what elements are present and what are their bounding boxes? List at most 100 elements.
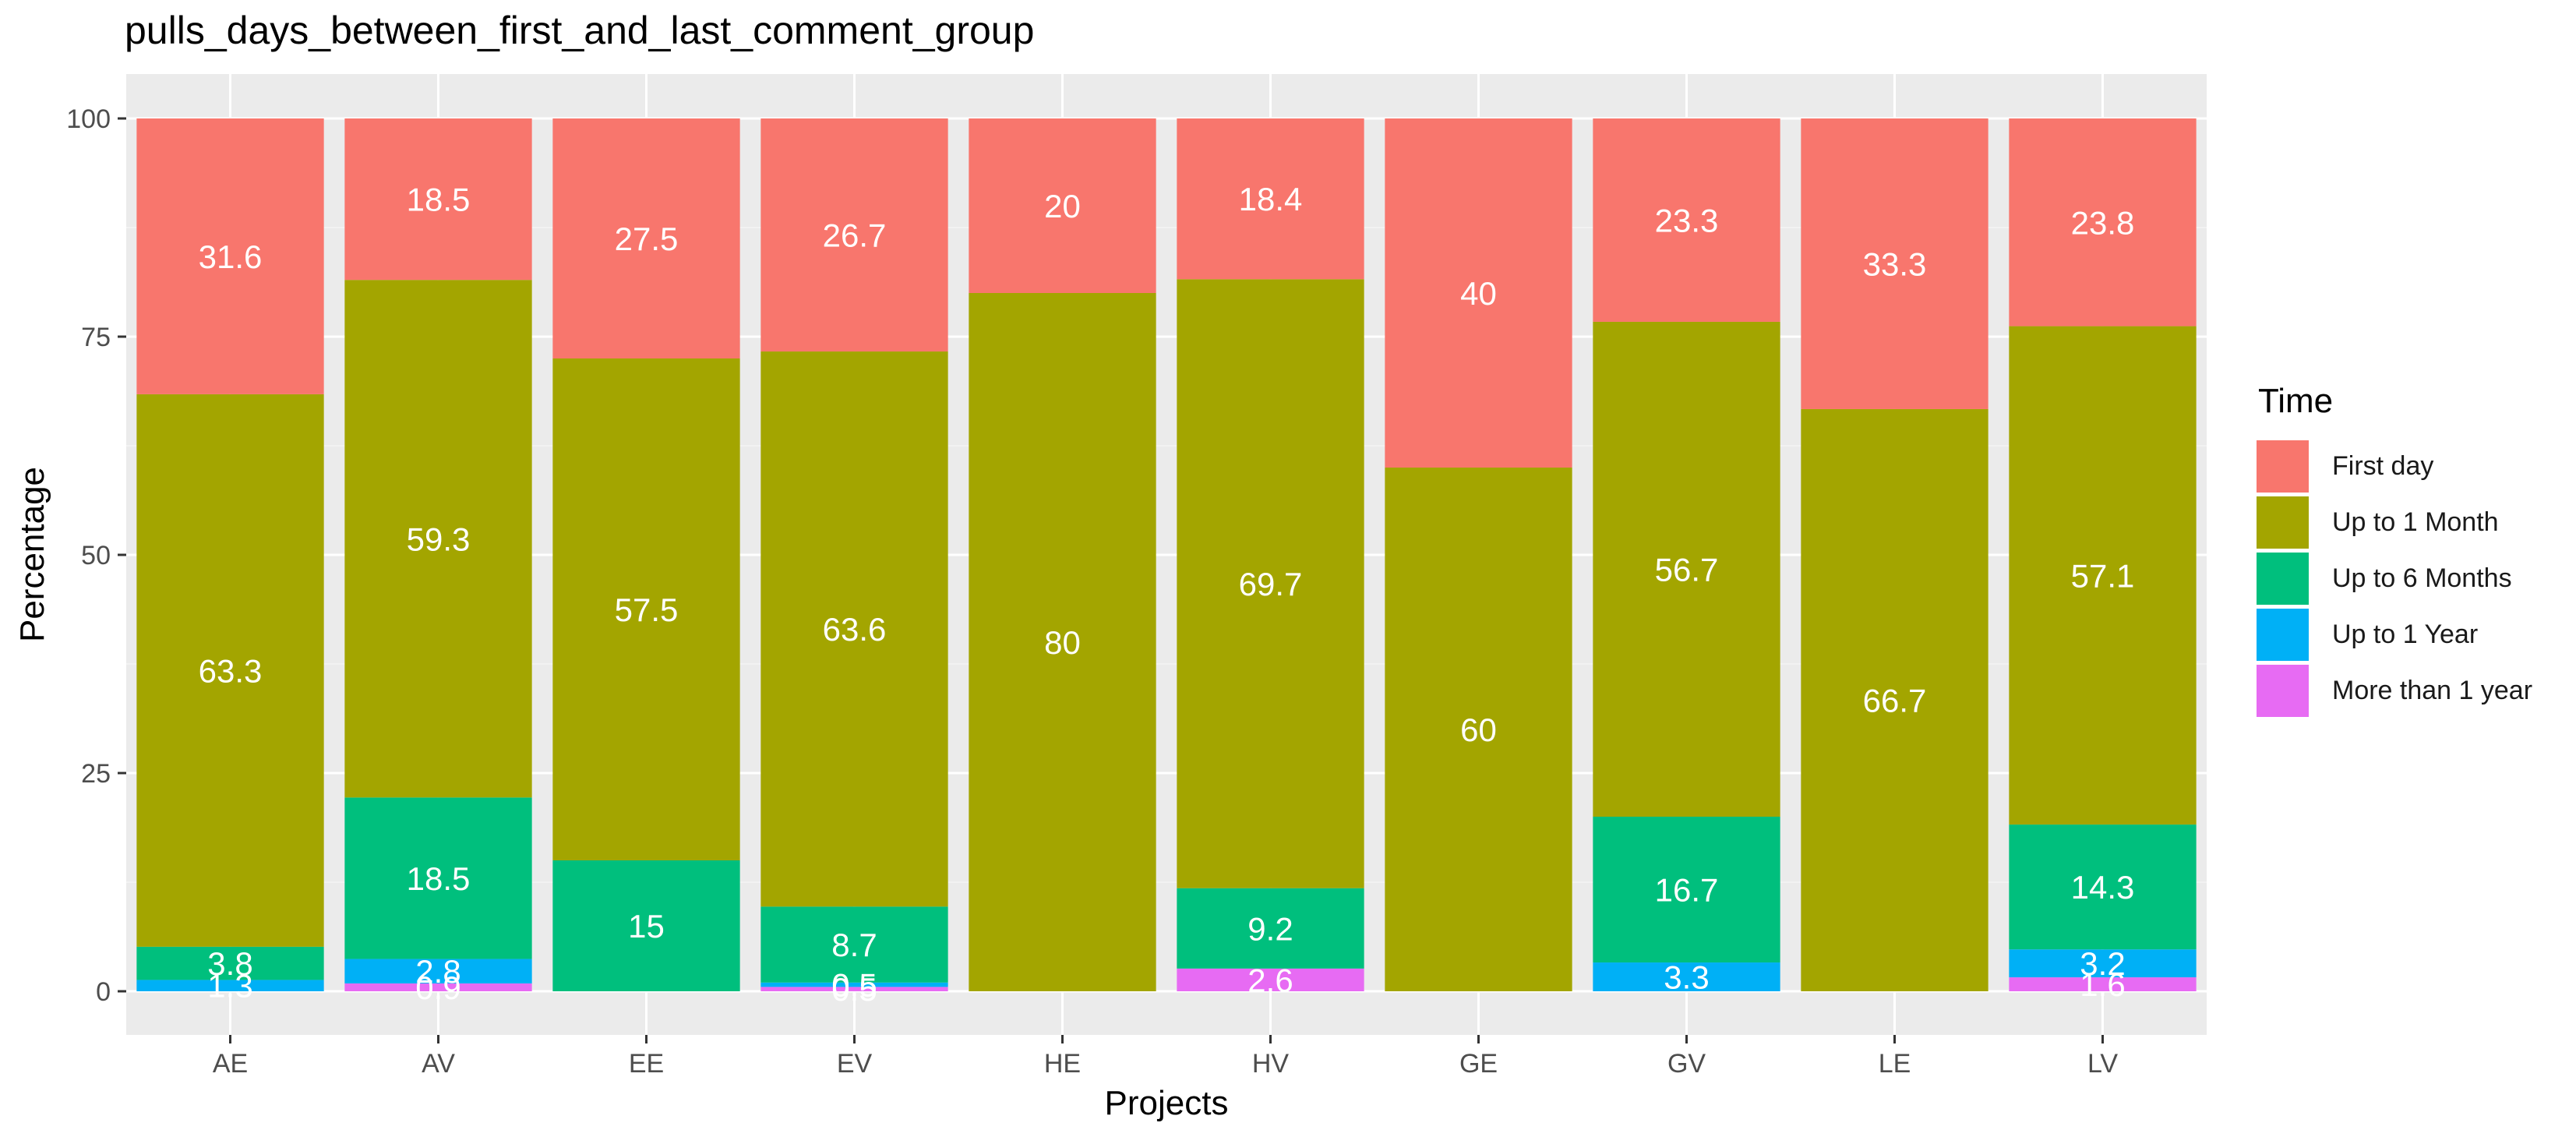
legend-label: Up to 1 Year (2332, 619, 2479, 649)
legend-key (2257, 440, 2309, 493)
bar-data-label: 3.2 (2080, 945, 2125, 982)
bar-data-label: 26.7 (823, 217, 887, 254)
y-axis-title: Percentage (13, 467, 51, 642)
legend-label: Up to 6 Months (2332, 563, 2512, 593)
bar-segment (1385, 468, 1572, 991)
bar-segment (1593, 321, 1780, 817)
legend-item: More than 1 year (2257, 662, 2532, 719)
bar-segment (2009, 118, 2197, 327)
bar-segment (760, 118, 948, 352)
y-tick-label: 0 (96, 977, 111, 1007)
legend-item: First day (2257, 438, 2532, 494)
bar-segment (1385, 118, 1572, 468)
bar-data-label: 60 (1460, 712, 1497, 748)
bar-segment (1177, 888, 1364, 969)
bar-segment (1593, 118, 1780, 322)
x-tick-label: LV (2087, 1049, 2118, 1079)
bar-data-label: 3.8 (207, 945, 252, 982)
bar-segment (136, 980, 324, 991)
legend-title: Time (2258, 382, 2334, 420)
x-tick-label: AV (422, 1049, 455, 1079)
bar-data-label: 31.6 (199, 238, 263, 275)
legend: Time First day Up to 1 Month Up to 6 Month… (2257, 382, 2532, 719)
bar-data-label: 18.4 (1239, 181, 1303, 217)
y-tick-label: 25 (81, 759, 111, 789)
bar-data-label: 33.3 (1863, 245, 1927, 282)
x-tick-label: EE (629, 1049, 664, 1079)
bar-data-label: 20 (1044, 188, 1081, 224)
legend-label: More than 1 year (2332, 675, 2533, 705)
legend-key (2257, 608, 2309, 661)
bar-data-label: 9.2 (1247, 910, 1293, 947)
x-tick-label: HE (1044, 1049, 1081, 1079)
x-tick-label: AE (213, 1049, 248, 1079)
bar-data-label: 57.5 (615, 591, 679, 628)
bar-data-label: 14.3 (2071, 869, 2135, 906)
chart-title: pulls_days_between_first_and_last_commen… (125, 9, 1035, 52)
bar-segment (344, 983, 532, 991)
x-axis-title: Projects (1105, 1084, 1229, 1122)
bar-data-label: 18.5 (407, 182, 471, 218)
x-tick-label: EV (837, 1049, 873, 1079)
bar-data-label: 27.5 (615, 221, 679, 257)
legend-item: Up to 6 Months (2257, 550, 2532, 606)
bar-segment (552, 118, 740, 358)
bar-data-label: 80 (1044, 624, 1081, 661)
bar-segment (1177, 279, 1364, 888)
bar-data-label: 3.3 (1664, 959, 1709, 996)
legend-key (2257, 552, 2309, 605)
bar-segment (136, 946, 324, 980)
y-tick-label: 100 (66, 104, 111, 134)
legend-key (2257, 496, 2309, 549)
bar-segment (1801, 408, 1988, 991)
x-tick-label: GV (1667, 1049, 1706, 1079)
bar-segment (1177, 968, 1364, 991)
bar-data-label: 0.5 (831, 967, 877, 1004)
bar-segment (2009, 825, 2197, 950)
bar-data-label: 23.3 (1655, 202, 1719, 238)
bar-segment (344, 959, 532, 983)
bar-data-label: 0.9 (415, 969, 461, 1006)
bar-data-label: 69.7 (1239, 566, 1303, 602)
bar-segment (760, 906, 948, 983)
bar-data-label: 18.5 (407, 860, 471, 897)
bar-data-label: 0.5 (831, 971, 877, 1008)
bar-data-label: 66.7 (1863, 682, 1927, 719)
bar-data-label: 56.7 (1655, 551, 1719, 588)
bar-segment (760, 351, 948, 907)
bar-segment (1801, 118, 1988, 409)
bar-data-label: 16.7 (1655, 872, 1719, 909)
legend-label: Up to 1 Month (2332, 507, 2499, 537)
y-tick-label: 75 (81, 323, 111, 352)
bar-data-label: 2.8 (415, 953, 461, 990)
bar-segment (552, 358, 740, 860)
bar-data-label: 23.8 (2071, 204, 2135, 241)
bar-segment (344, 797, 532, 959)
bar-data-label: 63.6 (823, 611, 887, 648)
bar-segment (969, 293, 1156, 991)
bar-segment (969, 118, 1156, 293)
bar-data-label: 59.3 (407, 521, 471, 557)
y-tick-label: 50 (81, 541, 111, 570)
legend-label: First day (2332, 450, 2434, 481)
bar-segment (344, 118, 532, 281)
legend-item: Up to 1 Month (2257, 494, 2532, 550)
bar-segment (136, 394, 324, 947)
bar-segment (552, 860, 740, 991)
legend-item: Up to 1 Year (2257, 606, 2532, 662)
x-tick-label: GE (1459, 1049, 1498, 1079)
bar-segment (1177, 118, 1364, 280)
bar-segment (136, 118, 324, 394)
bar-segment (2009, 949, 2197, 978)
bar-segment (1593, 962, 1780, 991)
bar-data-label: 40 (1460, 275, 1497, 312)
bar-data-label: 63.3 (199, 652, 263, 689)
x-tick-label: HV (1252, 1049, 1290, 1079)
bar-segment (2009, 326, 2197, 825)
bar-data-label: 1.3 (207, 968, 252, 1005)
legend-key (2257, 664, 2309, 717)
bar-data-label: 15 (628, 908, 665, 945)
bar-segment (1593, 817, 1780, 963)
x-tick-label: LE (1879, 1049, 1911, 1079)
